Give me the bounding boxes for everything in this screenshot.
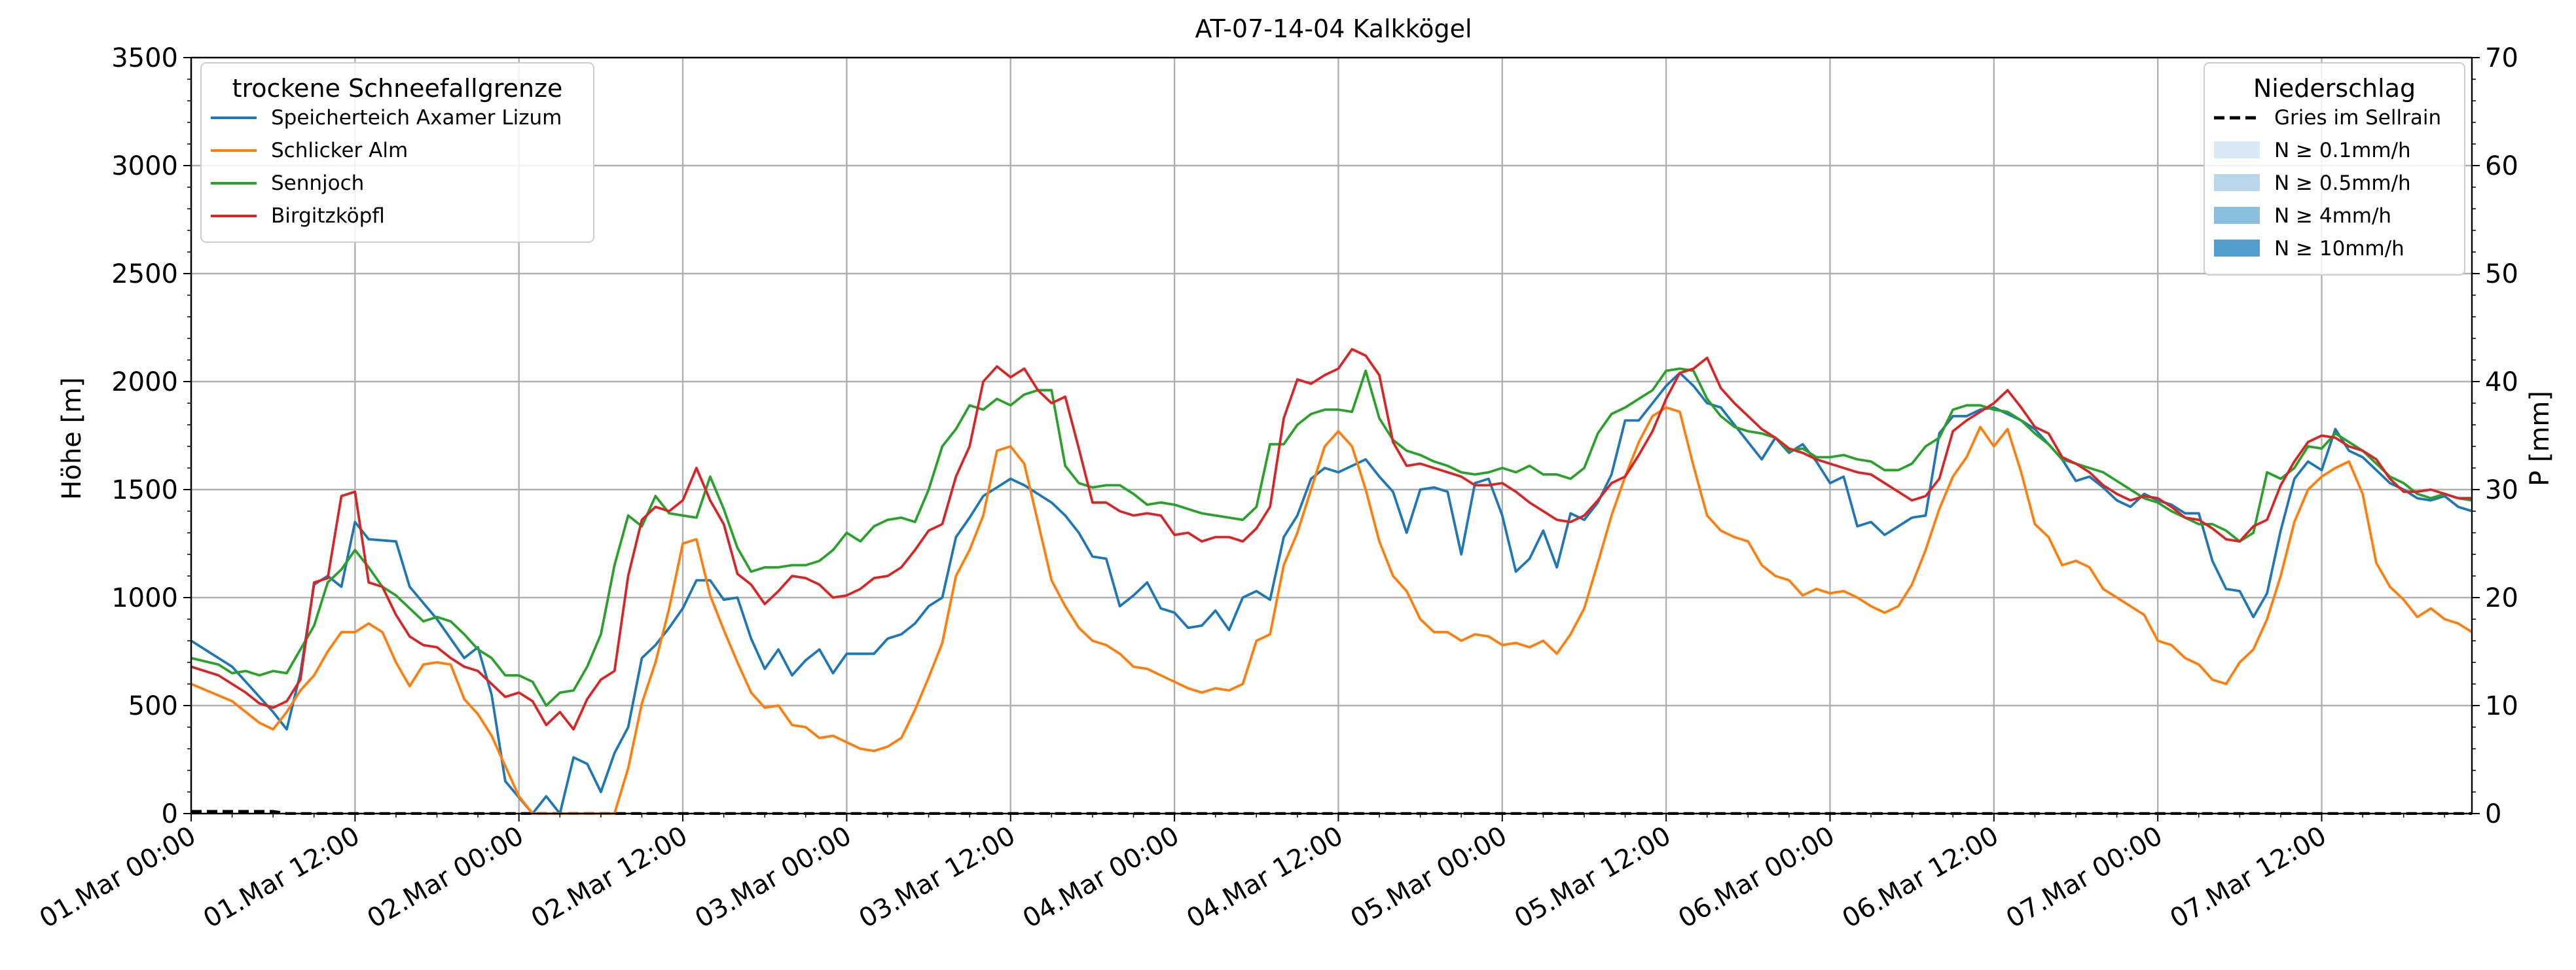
y-right-tick-label: 50 [2485,259,2518,289]
y-tick-label: 1000 [111,583,178,613]
legend-precip-swatch [2214,207,2260,224]
y-tick-label: 1500 [111,475,178,505]
legend-snowline-items: Speicherteich Axamer Lizum Schlicker Alm S… [211,106,562,228]
series-line-3 [191,367,2472,707]
legend-precip-label: Gries im Sellrain [2274,106,2441,130]
legend-snowline: trockene Schneefallgrenze Speicherteich … [200,62,594,243]
y-right-tick-label: 70 [2485,43,2518,73]
legend-precipitation-items: Gries im Sellrain N ≥ 0.1mm/h N ≥ 0.5mm/h N… [2214,106,2441,260]
plot-frame [190,56,2473,815]
legend-snowline-label: Birgitzköpfl [271,204,385,228]
y-right-tick-label: 60 [2485,151,2518,181]
legend-precipitation: Niederschlag Gries im Sellrain N ≥ 0.1mm/… [2204,62,2465,276]
series-layer [191,348,2472,815]
legend-precip-label: N ≥ 4mm/h [2274,204,2391,228]
legend-snowline-title: trockene Schneefallgrenze [232,74,563,103]
legend-precip-swatch [2214,240,2260,257]
y-right-tick-label: 10 [2485,691,2518,721]
legend-precip-label: N ≥ 0.1mm/h [2274,139,2411,162]
y-axis-label: Höhe [m] [57,377,87,499]
legend-precip-swatch [2214,141,2260,158]
legend-snowline-label: Sennjoch [271,171,364,195]
y-tick-label: 3500 [111,43,178,73]
legend-precipitation-title: Niederschlag [2253,74,2416,103]
legend-precip-label: N ≥ 10mm/h [2274,237,2404,260]
y-tick-label: 3000 [111,151,178,181]
series-line-4 [191,348,2472,731]
y-tick-label: 0 [162,799,178,829]
y-right-tick-label: 40 [2485,367,2518,397]
chart-title: AT-07-14-04 Kalkkögel [1195,14,1472,43]
legend-precip-label: N ≥ 0.5mm/h [2274,171,2411,195]
y-axis-right-label: P [mm] [2525,391,2555,486]
y-right-tick-label: 30 [2485,475,2518,505]
legend-snowline-label: Schlicker Alm [271,139,408,162]
y-tick-label: 500 [128,691,178,721]
legend-snowline-label: Speicherteich Axamer Lizum [271,106,562,130]
series-line-2 [191,406,2472,815]
y-right-tick-label: 0 [2485,799,2501,829]
y-right-tick-label: 20 [2485,583,2518,613]
y-tick-label: 2500 [111,259,178,289]
y-tick-label: 2000 [111,367,178,397]
legend-precip-swatch [2214,174,2260,191]
